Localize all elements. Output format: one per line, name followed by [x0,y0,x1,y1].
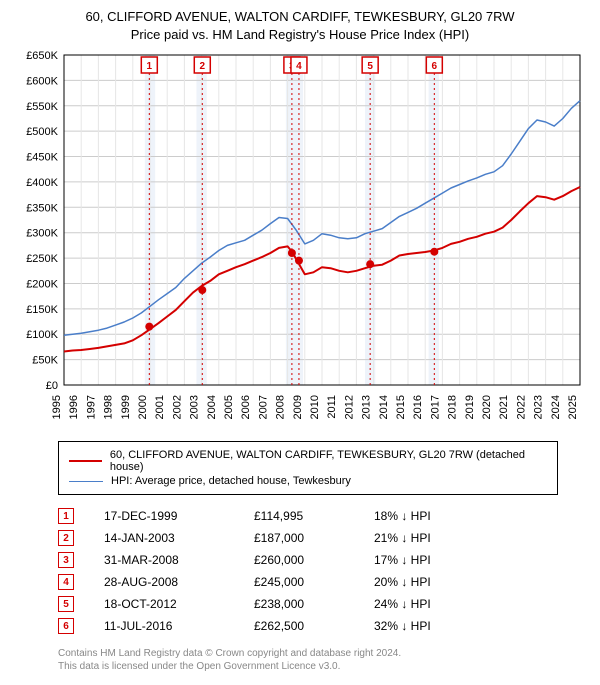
svg-text:2011: 2011 [326,395,338,419]
svg-text:2007: 2007 [257,395,269,419]
svg-text:£100K: £100K [26,329,58,341]
svg-text:£300K: £300K [26,228,58,240]
sale-marker: 5 [58,596,74,612]
svg-text:6: 6 [432,61,438,72]
svg-text:2016: 2016 [412,395,424,419]
chart-container: 60, CLIFFORD AVENUE, WALTON CARDIFF, TEW… [0,0,600,685]
sale-pct: 17% ↓ HPI [374,553,484,567]
sale-price: £260,000 [254,553,344,567]
svg-text:1: 1 [147,61,153,72]
svg-text:2008: 2008 [275,395,287,419]
svg-text:2022: 2022 [515,395,527,419]
svg-text:2003: 2003 [189,395,201,419]
svg-text:2002: 2002 [171,395,183,419]
svg-text:2001: 2001 [154,395,166,419]
sale-price: £187,000 [254,531,344,545]
svg-text:£550K: £550K [26,101,58,113]
svg-text:2017: 2017 [429,395,441,419]
sale-date: 11-JUL-2016 [104,619,224,633]
svg-text:2010: 2010 [309,395,321,419]
sales-row: 4 28-AUG-2008 £245,000 20% ↓ HPI [58,571,588,593]
svg-text:£650K: £650K [26,50,58,62]
title-address: 60, CLIFFORD AVENUE, WALTON CARDIFF, TEW… [12,8,588,26]
svg-text:4: 4 [296,61,302,72]
chart-svg: £0 £50K £100K £150K £200K £250K £300K £350K £400… [12,49,588,429]
svg-text:£600K: £600K [26,75,58,87]
svg-text:£200K: £200K [26,279,58,291]
svg-text:£500K: £500K [26,126,58,138]
svg-text:2020: 2020 [481,395,493,419]
svg-text:2006: 2006 [240,395,252,419]
svg-text:2005: 2005 [223,395,235,419]
footnote-line1: Contains HM Land Registry data © Crown c… [58,647,588,660]
svg-text:2012: 2012 [343,395,355,419]
sale-date: 18-OCT-2012 [104,597,224,611]
sales-table: 1 17-DEC-1999 £114,995 18% ↓ HPI 2 14-JAN-200… [58,505,588,637]
svg-text:1999: 1999 [120,395,132,419]
sale-pct: 20% ↓ HPI [374,575,484,589]
sale-date: 31-MAR-2008 [104,553,224,567]
legend-label-hpi: HPI: Average price, detached house, Tewk… [111,475,351,487]
svg-text:2009: 2009 [292,395,304,419]
svg-text:1995: 1995 [51,395,63,419]
svg-text:£0: £0 [46,380,58,392]
title-block: 60, CLIFFORD AVENUE, WALTON CARDIFF, TEW… [12,8,588,43]
svg-text:£450K: £450K [26,152,58,164]
svg-text:1997: 1997 [85,395,97,419]
svg-text:2019: 2019 [464,395,476,419]
footnote-line2: This data is licensed under the Open Gov… [58,660,588,673]
legend-item-property: 60, CLIFFORD AVENUE, WALTON CARDIFF, TEW… [69,448,547,474]
svg-text:2015: 2015 [395,395,407,419]
svg-text:£250K: £250K [26,253,58,265]
svg-text:2: 2 [200,61,206,72]
sale-price: £114,995 [254,509,344,523]
legend-label-property: 60, CLIFFORD AVENUE, WALTON CARDIFF, TEW… [110,449,547,473]
sales-row: 2 14-JAN-2003 £187,000 21% ↓ HPI [58,527,588,549]
svg-text:£400K: £400K [26,177,58,189]
svg-text:2018: 2018 [447,395,459,419]
sale-marker: 1 [58,508,74,524]
sales-row: 5 18-OCT-2012 £238,000 24% ↓ HPI [58,593,588,615]
svg-text:2000: 2000 [137,395,149,419]
sale-price: £262,500 [254,619,344,633]
svg-text:1996: 1996 [68,395,80,419]
sale-pct: 21% ↓ HPI [374,531,484,545]
footnote: Contains HM Land Registry data © Crown c… [58,647,588,673]
sale-pct: 24% ↓ HPI [374,597,484,611]
svg-text:2025: 2025 [567,395,579,419]
svg-text:£350K: £350K [26,202,58,214]
sales-row: 6 11-JUL-2016 £262,500 32% ↓ HPI [58,615,588,637]
svg-text:2004: 2004 [206,395,218,419]
sales-row: 3 31-MAR-2008 £260,000 17% ↓ HPI [58,549,588,571]
sale-marker: 3 [58,552,74,568]
legend: 60, CLIFFORD AVENUE, WALTON CARDIFF, TEW… [58,441,558,495]
sale-date: 28-AUG-2008 [104,575,224,589]
sale-date: 17-DEC-1999 [104,509,224,523]
svg-text:£150K: £150K [26,304,58,316]
chart: £0 £50K £100K £150K £200K £250K £300K £350K £400… [12,49,588,429]
svg-text:2013: 2013 [361,395,373,419]
legend-swatch-property [69,460,102,462]
sale-price: £238,000 [254,597,344,611]
sale-pct: 18% ↓ HPI [374,509,484,523]
svg-text:2023: 2023 [533,395,545,419]
sale-marker: 6 [58,618,74,634]
svg-text:2021: 2021 [498,395,510,419]
svg-text:£50K: £50K [32,355,58,367]
svg-text:5: 5 [367,61,373,72]
sale-marker: 2 [58,530,74,546]
title-subtitle: Price paid vs. HM Land Registry's House … [12,26,588,44]
svg-text:1998: 1998 [103,395,115,419]
sale-date: 14-JAN-2003 [104,531,224,545]
legend-swatch-hpi [69,481,103,482]
legend-item-hpi: HPI: Average price, detached house, Tewk… [69,474,547,488]
sale-marker: 4 [58,574,74,590]
sale-price: £245,000 [254,575,344,589]
svg-text:2024: 2024 [550,395,562,419]
sale-pct: 32% ↓ HPI [374,619,484,633]
svg-text:2014: 2014 [378,395,390,419]
sales-row: 1 17-DEC-1999 £114,995 18% ↓ HPI [58,505,588,527]
